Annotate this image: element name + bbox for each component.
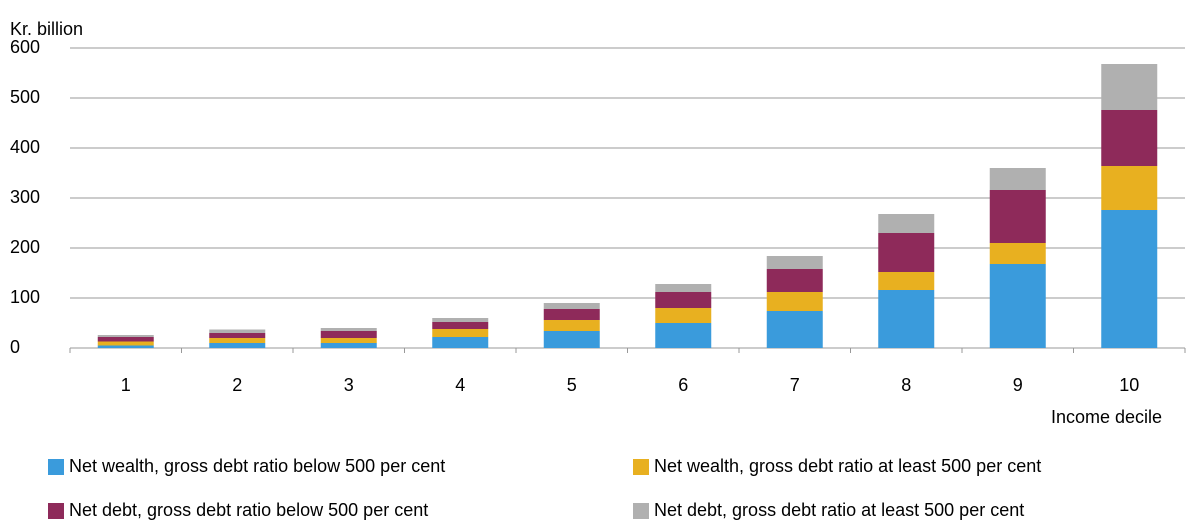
bar-segment <box>655 308 712 323</box>
x-axis-label: Income decile <box>1051 407 1162 427</box>
y-tick-label: 600 <box>10 37 40 57</box>
bar-segment <box>878 233 935 272</box>
bar-segment <box>320 328 377 331</box>
x-tick-label: 3 <box>344 375 354 395</box>
x-tick-label: 8 <box>901 375 911 395</box>
x-tick-label: 7 <box>790 375 800 395</box>
bar-segment <box>655 284 712 292</box>
bar-segment <box>543 303 600 309</box>
y-tick-label: 300 <box>10 187 40 207</box>
y-tick-label: 200 <box>10 237 40 257</box>
bar-segment <box>432 329 489 337</box>
bar-segment <box>1101 210 1158 348</box>
bar-segment <box>320 343 377 348</box>
bar-segment <box>432 337 489 348</box>
bar-segment <box>878 290 935 348</box>
legend-swatch <box>48 503 64 519</box>
bar-segment <box>1101 110 1158 166</box>
bar-segment <box>878 272 935 290</box>
x-tick-label: 4 <box>455 375 465 395</box>
x-tick-label: 6 <box>678 375 688 395</box>
bar-segment <box>320 338 377 343</box>
x-tick-label: 2 <box>232 375 242 395</box>
x-tick-label: 5 <box>567 375 577 395</box>
legend-swatch <box>633 503 649 519</box>
bar-segment <box>209 333 266 338</box>
bar-segment <box>320 331 377 338</box>
bar-segment <box>766 269 823 292</box>
legend-label: Net wealth, gross debt ratio at least 50… <box>654 456 1041 476</box>
bar-segment <box>209 329 266 333</box>
bar-segment <box>543 309 600 320</box>
bar-segment <box>766 311 823 348</box>
bar-segment <box>1101 64 1158 110</box>
y-axis-label: Kr. billion <box>10 19 83 39</box>
bar-segment <box>655 292 712 308</box>
legend-swatch <box>48 459 64 475</box>
bar-segment <box>209 343 266 348</box>
legend-label: Net debt, gross debt ratio below 500 per… <box>69 500 428 520</box>
bar-segment <box>97 337 154 342</box>
bar-segment <box>97 335 154 337</box>
bar-segment <box>989 190 1046 243</box>
legend-label: Net debt, gross debt ratio at least 500 … <box>654 500 1024 520</box>
bar-segment <box>878 214 935 233</box>
bar-segment <box>766 256 823 269</box>
x-tick-label: 10 <box>1119 375 1139 395</box>
bar-segment <box>97 345 154 348</box>
x-tick-label: 9 <box>1013 375 1023 395</box>
y-tick-label: 100 <box>10 287 40 307</box>
bar-segment <box>209 338 266 343</box>
legend-swatch <box>633 459 649 475</box>
bar-segment <box>1101 166 1158 210</box>
x-tick-label: 1 <box>121 375 131 395</box>
bar-segment <box>543 320 600 331</box>
bar-segment <box>989 168 1046 190</box>
bar-segment <box>989 243 1046 264</box>
y-tick-label: 400 <box>10 137 40 157</box>
y-tick-label: 0 <box>10 337 20 357</box>
bar-segment <box>989 264 1046 348</box>
bar-segment <box>543 331 600 348</box>
bar-segment <box>432 318 489 322</box>
bar-segment <box>97 341 154 346</box>
legend-label: Net wealth, gross debt ratio below 500 p… <box>69 456 445 476</box>
bar-segment <box>766 292 823 311</box>
y-tick-label: 500 <box>10 87 40 107</box>
bar-segment <box>432 322 489 329</box>
bar-segment <box>655 323 712 348</box>
